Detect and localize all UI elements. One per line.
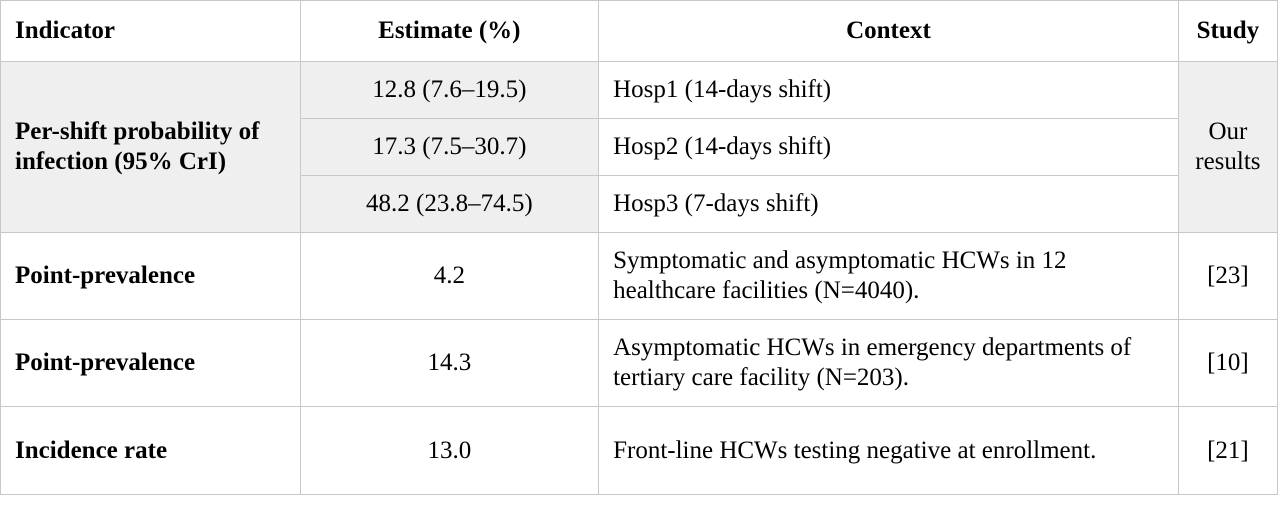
header-row: Indicator Estimate (%) Context Study (0, 0, 1279, 62)
estimate-cell: 14.3 (299, 319, 600, 407)
group-study-cell: Our results (1177, 61, 1279, 233)
table-row: Incidence rate 13.0 Front-line HCWs test… (0, 406, 1279, 495)
context-cell: Symptomatic and asymptomatic HCWs in 12 … (598, 232, 1179, 320)
table-row: Point-prevalence 14.3 Asymptomatic HCWs … (0, 319, 1279, 407)
study-cell: [21] (1177, 406, 1279, 495)
estimate-cell: 12.8 (7.6–19.5) (299, 61, 600, 119)
estimate-cell: 48.2 (23.8–74.5) (299, 175, 600, 233)
estimate-cell: 17.3 (7.5–30.7) (299, 118, 600, 176)
group-indicator-cell: Per-shift probability of infection (95% … (0, 61, 301, 233)
table-row: Per-shift probability of infection (95% … (0, 61, 1279, 233)
estimate-cell: 4.2 (299, 232, 600, 320)
header-context: Context (598, 0, 1179, 62)
indicator-cell: Point-prevalence (0, 232, 301, 320)
header-estimate: Estimate (%) (299, 0, 600, 62)
context-cell: Hosp2 (14-days shift) (598, 118, 1179, 176)
results-table: Indicator Estimate (%) Context Study Per… (0, 0, 1279, 495)
indicator-cell: Incidence rate (0, 406, 301, 495)
estimate-cell: 13.0 (299, 406, 600, 495)
context-cell: Asymptomatic HCWs in emergency departmen… (598, 319, 1179, 407)
context-cell: Hosp1 (14-days shift) (598, 61, 1179, 119)
header-indicator: Indicator (0, 0, 301, 62)
header-study: Study (1177, 0, 1279, 62)
table-row: Point-prevalence 4.2 Symptomatic and asy… (0, 232, 1279, 320)
study-cell: [10] (1177, 319, 1279, 407)
context-cell: Hosp3 (7-days shift) (598, 175, 1179, 233)
study-cell: [23] (1177, 232, 1279, 320)
indicator-cell: Point-prevalence (0, 319, 301, 407)
context-cell: Front-line HCWs testing negative at enro… (598, 406, 1179, 495)
